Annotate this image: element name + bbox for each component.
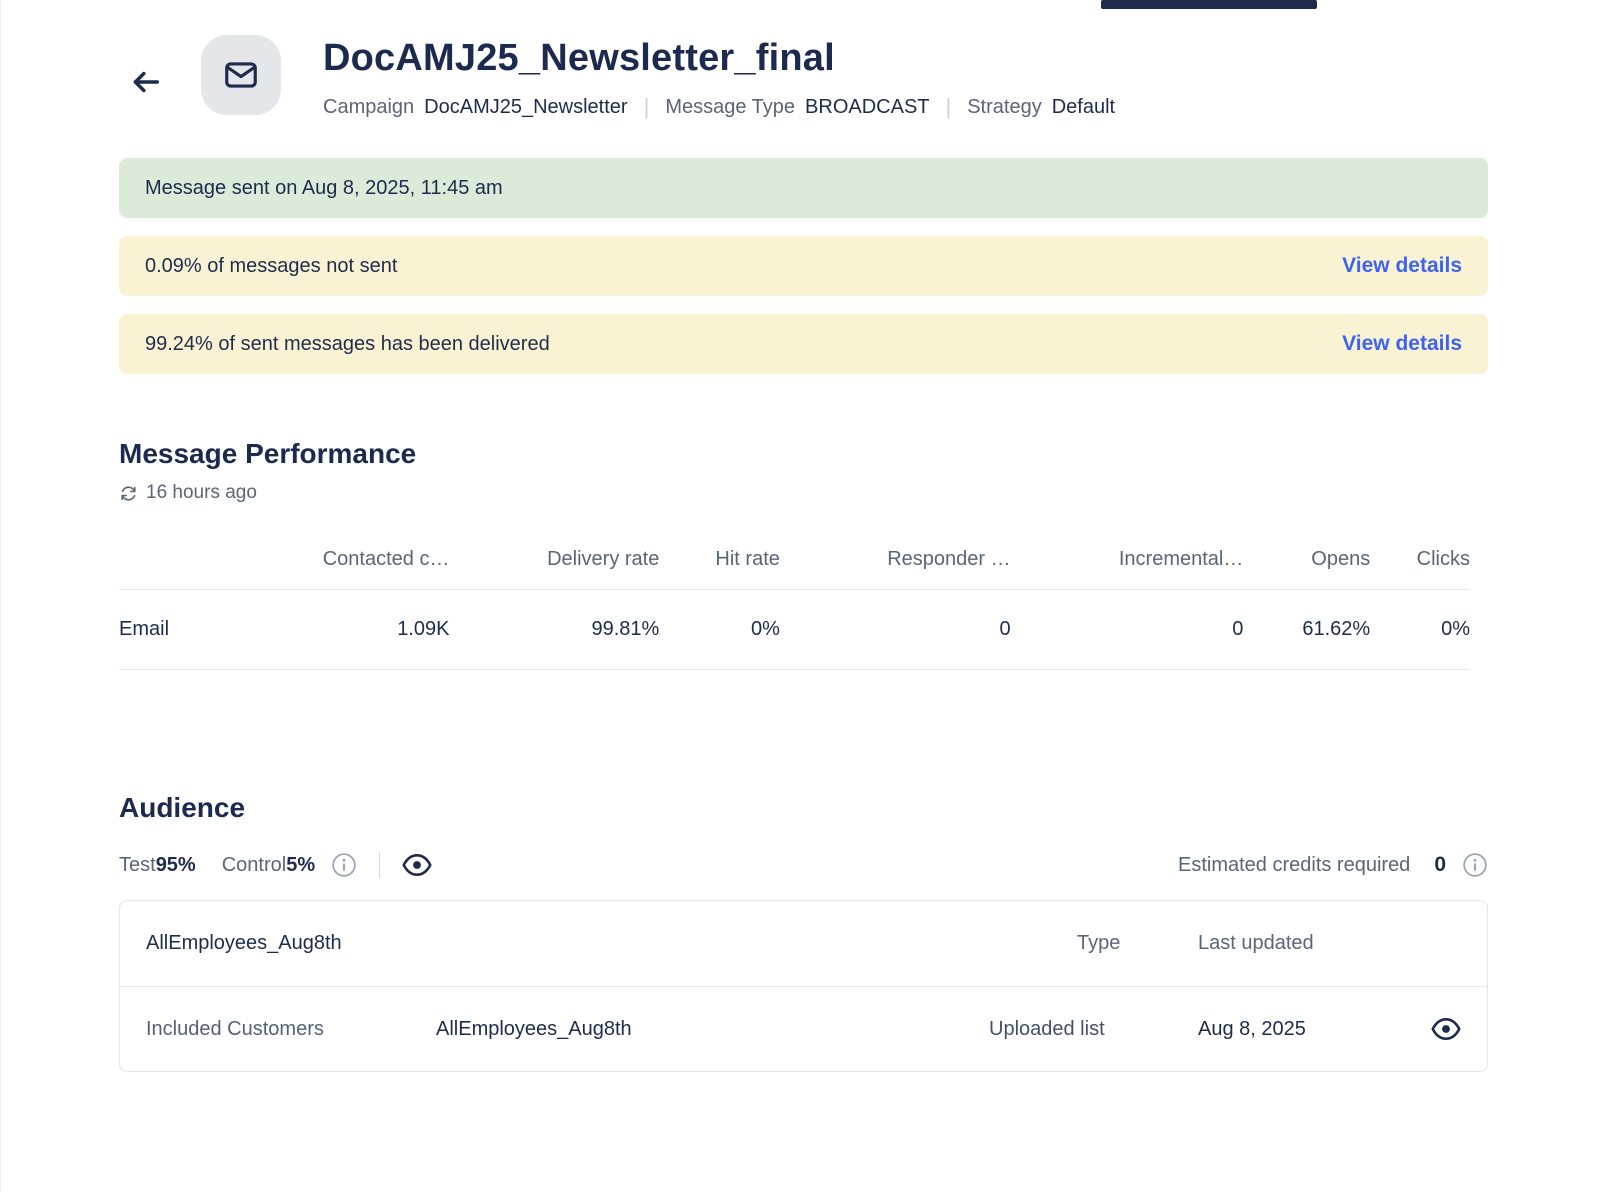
message-performance-section: Message Performance 16 hours ago Contact…	[119, 438, 1488, 670]
last-refreshed-text: 16 hours ago	[146, 482, 257, 503]
list-type-value: Uploaded list	[989, 1017, 1105, 1040]
incremental-cell: 0	[1010, 589, 1244, 670]
page-title: DocAMJ25_Newsletter_final	[323, 37, 835, 79]
hit-rate-cell: 0%	[659, 589, 780, 670]
opens-cell: 61.62%	[1243, 589, 1371, 670]
sent-status-banner: Message sent on Aug 8, 2025, 11:45 am	[119, 158, 1488, 218]
credits-value: 0	[1434, 853, 1446, 876]
sent-status-text: Message sent on Aug 8, 2025, 11:45 am	[145, 176, 503, 199]
delivered-warning-banner: 99.24% of sent messages has been deliver…	[119, 314, 1488, 374]
audience-list-row: Included Customers AllEmployees_Aug8th U…	[120, 987, 1487, 1071]
clicks-cell: 0%	[1370, 589, 1470, 670]
col-hit-rate: Hit rate	[715, 548, 780, 570]
included-customers-value: AllEmployees_Aug8th	[436, 1017, 632, 1040]
meta-divider: |	[643, 94, 650, 119]
last-updated-value: Aug 8, 2025	[1198, 1017, 1306, 1040]
message-avatar	[201, 35, 281, 115]
credits-info-icon[interactable]	[1462, 852, 1488, 878]
page-header: DocAMJ25_Newsletter_final Campaign DocAM…	[119, 0, 1488, 120]
table-row-email: Email 1.09K 99.81% 0% 0 0 61.62% 0%	[119, 589, 1470, 670]
col-contacted: Contacted c…	[322, 548, 450, 570]
col-delivery-rate: Delivery rate	[547, 548, 660, 570]
credits-label: Estimated credits required	[1177, 853, 1411, 876]
responder-cell: 0	[779, 589, 1011, 670]
control-label: Control	[221, 853, 287, 876]
audience-section: Audience Test 95% Control 5%	[119, 792, 1488, 1072]
control-value: 5%	[286, 853, 316, 876]
message-report-page: DocAMJ25_Newsletter_final Campaign DocAM…	[119, 0, 1488, 1072]
meta-divider: |	[945, 94, 952, 119]
audience-list-card: AllEmployees_Aug8th Type Last updated In…	[119, 900, 1488, 1072]
message-meta: Campaign DocAMJ25_Newsletter | Message T…	[323, 94, 1115, 120]
type-column-header: Type	[1077, 932, 1121, 954]
delivered-warning-text: 99.24% of sent messages has been deliver…	[145, 332, 550, 355]
browser-tab-indicator	[1101, 0, 1317, 9]
included-customers-label: Included Customers	[146, 1017, 324, 1040]
envelope-icon	[225, 62, 257, 88]
campaign-value: DocAMJ25_Newsletter	[424, 95, 628, 118]
performance-section-title: Message Performance	[119, 438, 417, 469]
audience-section-title: Audience	[119, 792, 246, 823]
col-opens: Opens	[1311, 548, 1371, 570]
test-label: Test	[119, 853, 156, 876]
strategy-label: Strategy	[967, 95, 1042, 118]
not-sent-view-details-link[interactable]: View details	[1342, 254, 1462, 277]
audience-card-header: AllEmployees_Aug8th Type Last updated	[120, 901, 1487, 987]
not-sent-warning-banner: 0.09% of messages not sent View details	[119, 236, 1488, 296]
last-updated-column-header: Last updated	[1198, 932, 1314, 954]
channel-cell: Email	[119, 589, 213, 670]
view-list-eye-icon[interactable]	[1431, 1017, 1461, 1041]
delivery-rate-cell: 99.81%	[449, 589, 660, 670]
message-type-value: BROADCAST	[805, 95, 930, 118]
split-info-icon[interactable]	[331, 852, 357, 878]
message-type-label: Message Type	[665, 95, 796, 118]
audience-list-name: AllEmployees_Aug8th	[146, 932, 342, 954]
preview-audience-eye-icon[interactable]	[402, 853, 432, 877]
campaign-label: Campaign	[323, 95, 415, 118]
refresh-icon[interactable]	[119, 484, 138, 503]
back-button[interactable]	[129, 65, 163, 99]
delivered-view-details-link[interactable]: View details	[1342, 332, 1462, 355]
col-clicks: Clicks	[1416, 548, 1470, 570]
controls-divider	[379, 852, 381, 878]
arrow-left-icon	[133, 71, 160, 93]
performance-table: Contacted c… Delivery rate Hit rate Resp…	[119, 548, 1470, 670]
not-sent-warning-text: 0.09% of messages not sent	[145, 254, 398, 277]
col-incremental: Incremental…	[1118, 548, 1244, 570]
col-responder: Responder …	[887, 548, 1011, 570]
channel-column-header	[119, 548, 213, 590]
test-value: 95%	[155, 853, 196, 876]
strategy-value: Default	[1051, 95, 1116, 118]
contacted-cell: 1.09K	[212, 589, 450, 670]
performance-table-header: Contacted c… Delivery rate Hit rate Resp…	[119, 548, 1470, 590]
